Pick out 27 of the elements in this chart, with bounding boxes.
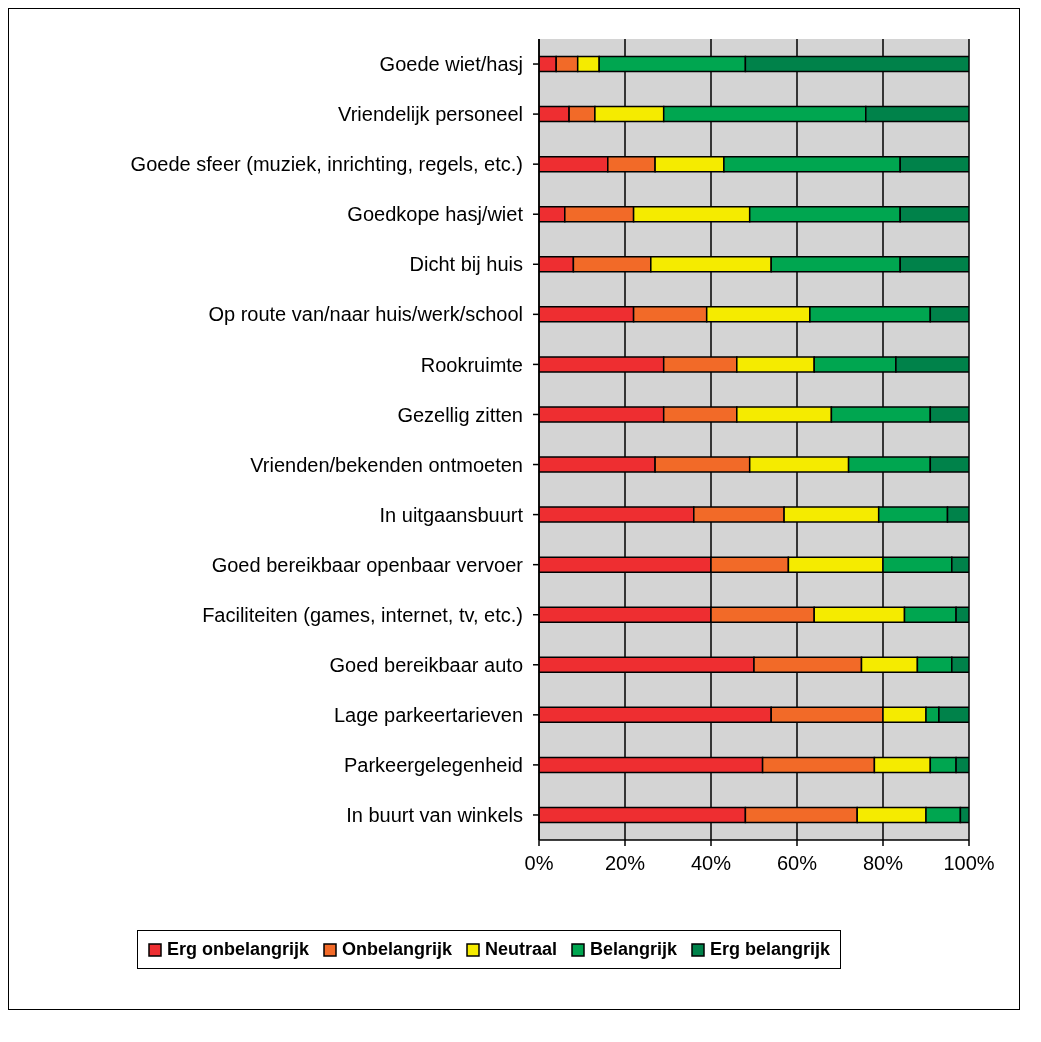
y-tick-label: Goed bereikbaar auto <box>329 653 523 676</box>
y-tick-label: Goede wiet/hasj <box>379 53 523 76</box>
legend-label: Neutraal <box>484 939 557 960</box>
y-tick-label: Goede sfeer (muziek, inrichting, regels, etc.) <box>130 153 523 176</box>
legend-label: Onbelangrijk <box>341 939 452 960</box>
y-tick-label: Goed bereikbaar openbaar vervoer <box>211 553 524 576</box>
y-tick-label: Dicht bij huis <box>409 253 523 276</box>
x-tick-label: 20% <box>604 852 646 875</box>
x-tick-label: 60% <box>776 852 818 875</box>
y-tick-label: In uitgaansbuurt <box>379 503 524 526</box>
y-tick-label: Vrienden/bekenden ontmoeten <box>250 453 523 476</box>
legend-label: Erg onbelangrijk <box>166 939 309 960</box>
y-tick-label: Faciliteiten (games, internet, tv, etc.) <box>202 603 523 626</box>
y-tick-label: Vriendelijk personeel <box>338 103 523 126</box>
legend-label: Belangrijk <box>590 939 678 960</box>
x-tick-label: 80% <box>862 852 904 875</box>
legend-label: Erg belangrijk <box>710 939 831 960</box>
y-tick-label: In buurt van winkels <box>346 804 523 827</box>
x-tick-label: 0% <box>524 852 554 875</box>
y-tick-label: Parkeergelegenheid <box>343 754 523 777</box>
y-tick-label: Gezellig zitten <box>397 403 523 426</box>
y-tick-label: Goedkope hasj/wiet <box>347 203 524 226</box>
x-tick-label: 40% <box>690 852 732 875</box>
y-tick-label: Op route van/naar huis/werk/school <box>208 303 523 326</box>
y-tick-label: Rookruimte <box>420 353 523 376</box>
y-tick-label: Lage parkeertarieven <box>333 703 523 726</box>
x-tick-label: 100% <box>943 852 995 875</box>
